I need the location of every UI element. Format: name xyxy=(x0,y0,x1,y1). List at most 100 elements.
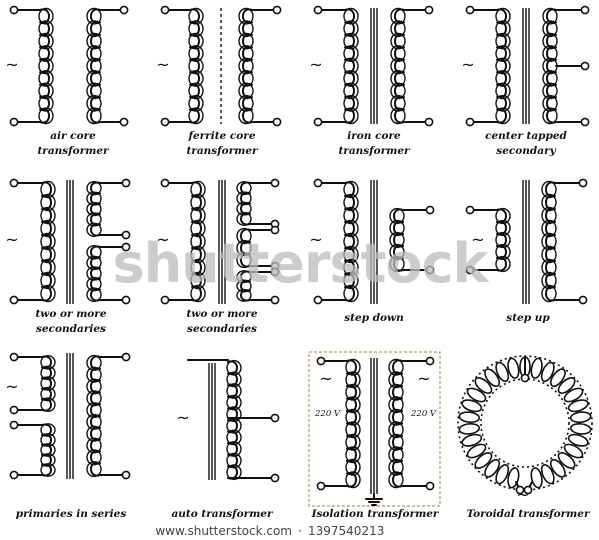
ac-source-icon: ~ xyxy=(461,55,474,74)
terminal-icon xyxy=(317,482,324,489)
primary-coil xyxy=(40,9,49,122)
terminal-icon xyxy=(466,118,473,125)
terminal-icon xyxy=(271,296,278,303)
watermark: shutterstock xyxy=(113,232,490,295)
terminal-icon xyxy=(426,206,433,213)
terminal-icon xyxy=(426,357,433,364)
terminal-icon xyxy=(161,6,168,13)
toroid-winding-turn xyxy=(570,411,591,423)
terminal-icon xyxy=(314,118,321,125)
caption-two-or-more-1-line2: secondaries xyxy=(36,323,106,335)
terminal-icon xyxy=(317,357,324,364)
toroid-winding-turn xyxy=(459,423,480,435)
toroidal-transformer-symbol: ~ xyxy=(458,356,592,504)
ferrite-core-transformer-symbol: ~ xyxy=(156,6,280,125)
terminal-icon xyxy=(271,414,278,421)
toroid-winding-turn xyxy=(556,450,578,471)
terminal-icon xyxy=(120,118,127,125)
terminal-icon xyxy=(161,118,168,125)
two-or-more-secondaries-1-symbol: ~ xyxy=(5,179,129,304)
ac-source-icon: ~ xyxy=(417,369,430,388)
caption-auto-transformer: auto transformer xyxy=(171,508,274,520)
caption-step-up: step up xyxy=(506,312,550,324)
terminal-icon xyxy=(122,296,129,303)
isolation-right-voltage: 220 V xyxy=(410,409,437,419)
toroid-winding-turn xyxy=(461,398,483,414)
primary-coil xyxy=(497,209,506,270)
caption-two-or-more-2-line1: two or more xyxy=(186,308,257,320)
toroid-winding-turn xyxy=(570,423,591,435)
terminal-icon xyxy=(581,6,588,13)
terminal-icon xyxy=(122,471,129,478)
ac-source-icon: ~ xyxy=(5,230,18,249)
terminal-icon xyxy=(122,353,129,360)
primary-coil xyxy=(345,9,354,122)
toroid-inner-core xyxy=(481,379,569,467)
terminal-icon xyxy=(521,374,528,381)
caption-step-down: step down xyxy=(344,312,403,324)
caption-iron-core-line1: iron core xyxy=(347,130,401,142)
terminal-icon xyxy=(426,482,433,489)
terminal-icon xyxy=(314,296,321,303)
terminal-icon xyxy=(10,406,17,413)
terminal-icon xyxy=(161,296,168,303)
toroid-winding-turn xyxy=(473,375,495,396)
toroid-winding-turn xyxy=(473,450,495,471)
caption-ferrite-core-line1: ferrite core xyxy=(187,130,255,142)
terminal-icon xyxy=(273,6,280,13)
terminal-icon xyxy=(10,471,17,478)
ac-source-icon: ~ xyxy=(156,55,169,74)
terminal-icon xyxy=(314,179,321,186)
caption-center-tapped-line1: center tapped xyxy=(485,130,567,142)
primary-coil xyxy=(42,182,51,300)
terminal-icon xyxy=(10,179,17,186)
terminal-icon xyxy=(10,6,17,13)
ac-source-icon: ~ xyxy=(5,377,18,396)
caption-ferrite-core-line2: transformer xyxy=(186,145,259,157)
toroid-winding-turn xyxy=(461,432,483,448)
terminal-icon xyxy=(271,179,278,186)
caption-two-or-more-2-line2: secondaries xyxy=(187,323,257,335)
air-core-transformer-symbol: ~ xyxy=(5,6,127,125)
secondary-coil xyxy=(91,246,100,300)
center-tap-terminal-icon xyxy=(581,62,588,69)
terminal-icon xyxy=(10,421,17,428)
auto-transformer-symbol: ~ xyxy=(176,360,278,482)
caption-air-core-line2: transformer xyxy=(37,145,110,157)
toroid-winding-turn xyxy=(567,398,589,414)
terminal-icon xyxy=(10,296,17,303)
terminal-icon xyxy=(466,6,473,13)
ac-source-icon: ~ xyxy=(176,408,189,427)
isolation-transformer-symbol: ~ ~ xyxy=(309,352,440,506)
primary-coil xyxy=(190,9,199,122)
footer: www.shutterstock.com · 1397540213 xyxy=(155,524,384,538)
caption-isolation-transformer: Isolation transformer xyxy=(311,508,440,520)
terminal-icon xyxy=(120,6,127,13)
terminal-icon xyxy=(581,118,588,125)
secondary-coil xyxy=(243,9,252,122)
terminal-icon xyxy=(161,179,168,186)
primary-coil-lower xyxy=(42,425,51,476)
caption-center-tapped-line2: secondary xyxy=(496,145,556,157)
caption-air-core-line1: air core xyxy=(50,130,96,142)
primary-coil xyxy=(497,9,506,122)
ac-source-icon: ~ xyxy=(309,55,322,74)
toroid-winding-turn xyxy=(567,432,589,448)
terminal-icon xyxy=(425,118,432,125)
footer-separator: · xyxy=(298,524,302,538)
secondary-coil xyxy=(91,9,100,122)
terminal-icon xyxy=(579,179,586,186)
primary-coil-upper xyxy=(42,356,51,410)
iron-core-transformer-symbol: ~ xyxy=(309,6,432,125)
secondary-coil xyxy=(91,183,100,236)
toroid-winding-turn xyxy=(556,375,578,396)
footer-site: www.shutterstock.com xyxy=(155,524,292,538)
terminal-icon xyxy=(273,118,280,125)
caption-toroidal-transformer: Toroidal transformer xyxy=(466,508,590,520)
terminal-icon xyxy=(314,6,321,13)
terminal-icon xyxy=(579,296,586,303)
caption-primaries-in-series: primaries in series xyxy=(16,508,127,520)
caption-iron-core-line2: transformer xyxy=(338,145,411,157)
terminal-icon xyxy=(425,6,432,13)
secondary-coil xyxy=(546,182,555,300)
